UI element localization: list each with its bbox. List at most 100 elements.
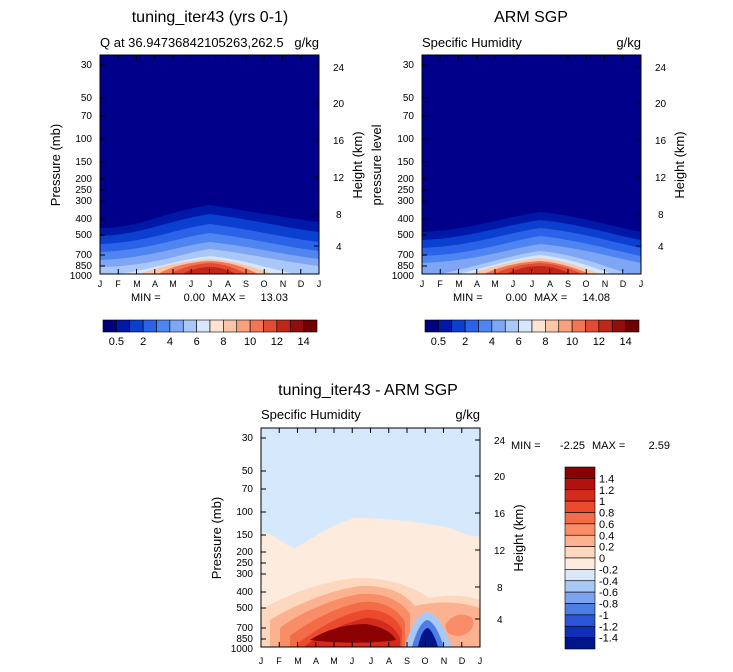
panel-diff-y2label: Height (km) <box>511 504 526 571</box>
cb1-swatch-13 <box>276 319 291 333</box>
cb3-swatch-2 <box>564 489 596 502</box>
p2-htick-24: 24 <box>655 63 667 74</box>
cb3-label-6: 0.2 <box>599 542 614 554</box>
cb3-label-10: -0.6 <box>599 587 618 599</box>
panel-diff-subtitle: Specific Humidity <box>261 407 361 422</box>
p1-min-value: 0.00 <box>184 292 205 304</box>
cb3-swatch-3 <box>564 500 596 513</box>
cb2-swatch-12 <box>585 319 600 333</box>
p2-htick-16: 16 <box>655 136 667 147</box>
p1-month-3: A <box>152 279 158 289</box>
cb3-swatch-4 <box>564 512 596 525</box>
cb2-labels-label-1: 2 <box>462 336 468 348</box>
panel-model-title: tuning_iter43 (yrs 0-1) <box>132 9 289 26</box>
axis-tick-marks <box>99 55 642 648</box>
panel-obs-subtitle: Specific Humidity <box>422 35 522 50</box>
cb2-labels-label-3: 6 <box>516 336 522 348</box>
cb1-swatch-3 <box>142 319 157 333</box>
panel-obs-month-axis: J F M A M J J A S O N D J <box>420 279 644 289</box>
panel-diff-month-axis: J F M A M J J A S O N D J <box>259 656 483 666</box>
p2-htick-8: 8 <box>658 210 664 221</box>
cb3-label-11: -0.8 <box>599 599 618 611</box>
p1-htick-8: 8 <box>336 210 342 221</box>
p3-htick-24: 24 <box>494 436 506 447</box>
p2-ptick-400: 400 <box>397 214 414 225</box>
panel-obs-ylabel: pressure level <box>369 124 384 205</box>
cb3-swatch-6 <box>564 534 596 547</box>
cb1-labels-label-6: 12 <box>271 336 283 348</box>
p1-month-9: O <box>260 279 267 289</box>
p1-htick-12: 12 <box>333 173 345 184</box>
p2-month-10: N <box>602 279 609 289</box>
cb3-label-9: -0.4 <box>599 576 618 588</box>
p3-ptick-50: 50 <box>242 466 254 477</box>
p2-ptick-500: 500 <box>397 230 414 241</box>
p1-month-8: S <box>243 279 249 289</box>
p3-ptick-300: 300 <box>236 569 253 580</box>
p3-ptick-150: 150 <box>236 530 253 541</box>
cb3-swatch-8 <box>564 557 596 570</box>
panel-diff-colorbar-labels: 1.41.210.80.60.40.20-0.2-0.4-0.6-0.8-1-1… <box>599 473 618 644</box>
cb3-swatch-7 <box>564 546 596 559</box>
p3-month-5: J <box>350 656 355 666</box>
p3-htick-8: 8 <box>497 583 503 594</box>
diff-band-right-warm <box>445 614 474 636</box>
p1-month-6: J <box>208 279 213 289</box>
p2-month-5: J <box>511 279 516 289</box>
cb2-swatch-10 <box>558 319 573 333</box>
panel-diff-ylabel: Pressure (mb) <box>209 497 224 579</box>
panel-obs-stats: MIN = 0.00 MAX = 14.08 <box>453 292 610 304</box>
p1-htick-4: 4 <box>336 242 342 253</box>
cb3-label-3: 0.8 <box>599 508 614 520</box>
p2-ptick-250: 250 <box>397 185 414 196</box>
panel-model: tuning_iter43 (yrs 0-1) Q at 36.94736842… <box>48 9 365 348</box>
cb2-swatch-4 <box>478 319 493 333</box>
p1-max-label: MAX = <box>212 292 245 304</box>
p2-month-3: A <box>474 279 480 289</box>
cb3-label-2: 1 <box>599 496 605 508</box>
panel-obs-units: g/kg <box>616 35 641 50</box>
p1-htick-24: 24 <box>333 63 345 74</box>
p3-ptick-1000: 1000 <box>231 644 254 655</box>
panel-diff-colorbar <box>564 466 596 650</box>
p2-ptick-30: 30 <box>403 60 415 71</box>
p2-ptick-70: 70 <box>403 111 415 122</box>
p3-month-0: J <box>259 656 264 666</box>
p1-month-10: N <box>280 279 287 289</box>
cb1-swatch-11 <box>249 319 264 333</box>
cb3-swatch-12 <box>564 603 596 616</box>
p1-month-4: M <box>169 279 177 289</box>
p1-ptick-300: 300 <box>75 196 92 207</box>
panel-diff-units: g/kg <box>455 407 480 422</box>
panel-obs-field <box>422 55 641 274</box>
obs-band-11 <box>506 266 572 274</box>
cb2-swatch-1 <box>438 319 453 333</box>
p1-htick-20: 20 <box>333 99 345 110</box>
p2-month-9: O <box>582 279 589 289</box>
p3-ptick-100: 100 <box>236 507 253 518</box>
p1-month-1: F <box>115 279 121 289</box>
p2-min-value: 0.00 <box>506 292 527 304</box>
cb3-label-0: 1.4 <box>599 473 614 485</box>
p2-ptick-200: 200 <box>397 174 414 185</box>
p1-ptick-850: 850 <box>75 261 92 272</box>
p2-ptick-700: 700 <box>397 250 414 261</box>
p3-ptick-70: 70 <box>242 484 254 495</box>
cb1-swatch-12 <box>263 319 278 333</box>
p1-month-2: M <box>133 279 141 289</box>
cb3-label-4: 0.6 <box>599 519 614 531</box>
p3-month-12: J <box>478 656 483 666</box>
p1-ptick-150: 150 <box>75 157 92 168</box>
p2-ptick-1000: 1000 <box>392 271 415 282</box>
p2-htick-12: 12 <box>655 173 667 184</box>
panel-model-y2label: Height (km) <box>350 131 365 198</box>
p1-ptick-500: 500 <box>75 230 92 241</box>
panel-obs: ARM SGP Specific Humidity g/kg 30 50 70 … <box>369 9 687 348</box>
p1-month-0: J <box>98 279 103 289</box>
panel-obs-height-axis: 24 20 16 12 8 4 <box>655 63 667 253</box>
cb3-swatch-15 <box>564 637 596 650</box>
p3-month-10: N <box>441 656 448 666</box>
p3-ptick-700: 700 <box>236 623 253 634</box>
p3-month-9: O <box>421 656 428 666</box>
panel-obs-title: ARM SGP <box>494 9 568 26</box>
